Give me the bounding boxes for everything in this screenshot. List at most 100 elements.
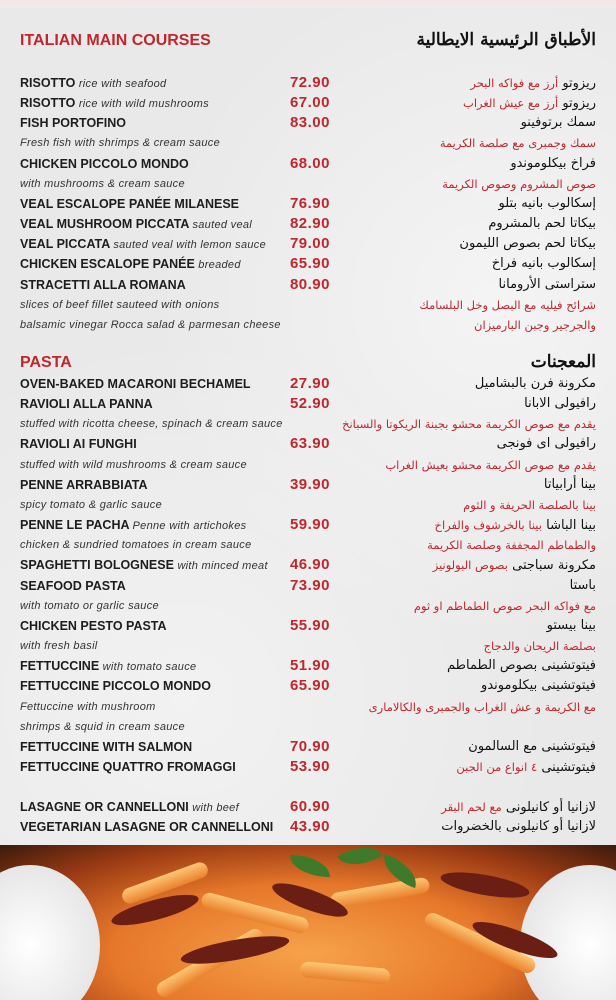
item-name-en: CHICKEN ESCALOPE PANÉE breaded [20,254,241,275]
item-description-ar: يقدم مع صوص الكريمة محشو بجبنة الريكوتا … [342,417,596,432]
item-note-en: rice with seafood [78,78,167,90]
item-name-en-text: STRACETTI ALLA ROMANA [20,277,186,292]
item-name-ar-text: فيتوتشينى مع السالمون [468,738,596,754]
item-name-en: PENNE ARRABBIATA [20,475,148,495]
item-price: 73.90 [289,576,330,594]
menu-item [0,777,616,797]
item-note-en: with tomato sauce [102,661,197,674]
item-name-en: RAVIOLI ALLA PANNA [20,394,153,414]
item-name-en: SPAGHETTI BOLOGNESE with minced meat [20,555,268,576]
menu-item: VEAL PICCATA sauted veal with lemon sauc… [0,234,616,254]
item-name-ar-text: ريزوتو [562,96,596,112]
item-name-ar-text: رافيولى الابانا [524,396,596,412]
menu-item: OVEN-BAKED MACARONI BECHAMEL 27.90 مكرونة … [0,374,616,394]
item-name-ar-text: رافيولى اى فونجى [496,436,596,452]
item-price: 83.00 [289,114,330,132]
item-name-ar: بينا أرابياتا [544,475,596,495]
menu-item: FISH PORTOFINO 83.00 سمك برتوفينو [0,113,616,133]
item-price: 67.00 [289,94,330,112]
menu-item: STRACETTI ALLA ROMANA 80.90 ستراستى الأروم… [0,275,616,295]
item-name-en-text: OVEN-BAKED MACARONI BECHAMEL [20,377,251,391]
menu-item: FETTUCCINE WITH SALMON 70.90 فيتوتشينى مع … [0,737,616,757]
item-name-ar-text: مكرونة سباجتى [512,558,596,574]
item-name-en: PENNE LE PACHA Penne with artichokes [20,515,246,536]
item-price: 51.90 [289,657,330,675]
item-name-ar-text: بينا بيستو [546,617,596,633]
item-name-ar: فيتوتشينى ٤ انواع من الجبن [456,757,596,778]
menu-item: RAVIOLI ALLA PANNA 52.90 رافيولى الابانا [0,394,616,414]
item-name-ar: سمك برتوفينو [521,113,596,133]
penne [299,961,391,985]
item-name-ar: بينا الباشا بينا بالخرشوف والفراخ [435,515,596,536]
item-name-ar-text: باستا [569,577,596,593]
menu-item: VEAL ESCALOPE PANÉE MILANESE 76.90 إسكالوب… [0,194,616,214]
item-name-en: FETTUCCINE PICCOLO MONDO [20,676,211,696]
item-name-en-text: VEGETARIAN LASAGNE OR CANNELLONI [20,820,274,835]
item-name-ar: فراخ بيكلوموندو [510,154,596,174]
item-price: 65.90 [289,255,330,273]
item-name-en: FETTUCCINE QUATTRO FROMAGGI [20,757,236,777]
item-price: 65.90 [289,677,330,695]
item-name-ar: ريزوتو أرز مع عيش الغراب [463,93,596,114]
item-name-ar: رافيولى الابانا [524,394,596,414]
menu-item-description: spicy tomato & garlic sauce بينا بالصلصة … [0,495,616,515]
item-name-en-text: LASAGNE OR CANNELLONI [20,800,189,815]
item-price: 27.90 [289,375,330,392]
main-courses-list: RISOTTO rice with seafood 72.90 ريزوتو أرز… [0,73,616,335]
pasta-list: OVEN-BAKED MACARONI BECHAMEL 27.90 مكرونة … [0,374,616,837]
menu-item: RISOTTO rice with seafood 72.90 ريزوتو أرز… [0,73,616,93]
item-description-en: stuffed with wild mushrooms & cream sauc… [20,458,247,471]
item-name-ar: بيكاتا لحم بصوص الليمون [459,234,596,254]
item-name-en-text: FETTUCCINE WITH SALMON [20,739,193,754]
item-note-en: rice with wild mushrooms [78,98,209,111]
item-name-ar: ستراستى الأرومانا [499,275,596,295]
item-price: 76.90 [289,194,330,212]
item-description-ar: صوص المشروم وصوص الكريمة [442,176,596,191]
item-note-en: with beef [192,802,239,815]
item-name-en-text: FETTUCCINE QUATTRO FROMAGGI [20,759,236,774]
item-name-en-text: RAVIOLI ALLA PANNA [20,397,153,412]
menu-item: CHICKEN PESTO PASTA 55.90 بينا بيستو [0,616,616,636]
menu-item-description: with tomato or garlic sauce مع فواكه البح… [0,596,616,616]
menu-item-description: stuffed with ricotta cheese, spinach & c… [0,414,616,434]
item-description-ar: بصلصة الريحان والدجاج [483,639,596,654]
item-name-en: RISOTTO rice with wild mushrooms [20,93,209,114]
item-name-ar: فيتوتشينى بصوص الطماطم [447,656,596,676]
item-name-ar-text: بينا أرابياتا [543,476,596,492]
plate-right [520,865,616,1000]
item-name-en-text: FETTUCCINE [20,659,100,674]
item-price: 60.90 [289,798,330,816]
item-description-en: with mushrooms & cream sauce [20,177,185,190]
menu-item-description: stuffed with wild mushrooms & cream sauc… [0,455,616,475]
menu-item-description: with fresh basil بصلصة الريحان والدجاج [0,636,616,656]
item-name-en-text: FETTUCCINE PICCOLO MONDO [20,679,211,694]
item-name-ar-text: لازانيا أو كانيلونى [505,800,596,816]
item-description-en: Fettuccine with mushroom [20,700,156,713]
item-name-ar: مكرونة فرن بالبشاميل [475,374,596,394]
item-description-ar: مع فواكه البحر صوص الطماطم او ثوم [413,598,596,613]
item-note-en: breaded [198,259,241,272]
item-name-en-text: SEAFOOD PASTA [20,578,126,593]
item-name-en-text: FISH PORTOFINO [20,116,127,131]
item-name-ar: إسكالوب بانيه فراخ [492,254,596,274]
item-price: 46.90 [289,556,330,574]
sundried-tomato [438,867,532,903]
pasta-title-ar: المعجنات [530,352,596,372]
item-name-ar-text: بيكاتا لحم بصوص الليمون [459,236,596,252]
main-courses-title-en: ITALIAN MAIN COURSES [20,32,211,49]
menu-item: LASAGNE OR CANNELLONI with beef 60.90 لازا… [0,797,616,817]
item-name-en: VEGETARIAN LASAGNE OR CANNELLONI [20,817,273,837]
item-name-en: SEAFOOD PASTA [20,576,126,596]
item-name-ar-text: فيتوتشينى بصوص الطماطم [447,658,596,674]
item-name-ar: ريزوتو أرز مع فواكه البحر [470,73,596,94]
item-note-ar: بصوص البولونيز [432,558,508,573]
item-name-en-text: RISOTTO [20,76,76,90]
item-price: 70.90 [289,737,330,755]
item-description-ar: والطماطم المجففة وصلصة الكريمة [427,538,596,553]
item-price: 82.90 [289,215,330,233]
item-note-ar: أرز مع عيش الغراب [463,96,559,111]
item-name-ar: بيكاتا لحم بالمشروم [488,214,596,234]
menu-item: CHICKEN ESCALOPE PANÉE breaded 65.90 إسكال… [0,254,616,274]
item-price: 80.90 [289,275,330,293]
item-description-en: chicken & sundried tomatoes in cream sau… [20,539,252,552]
